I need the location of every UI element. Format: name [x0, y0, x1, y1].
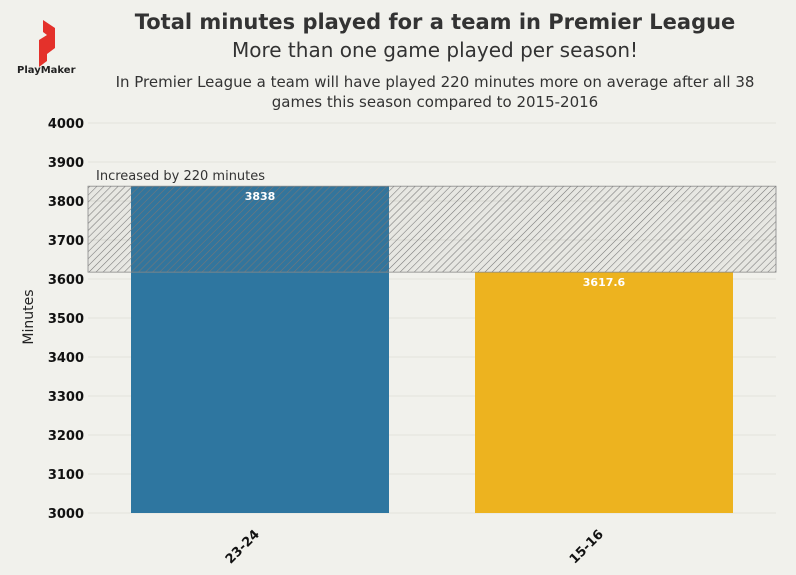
bar-value-label: 3838: [245, 190, 276, 203]
chart-description: In Premier League a team will have playe…: [115, 73, 755, 111]
y-tick-label: 3500: [48, 312, 84, 327]
logo-text: PlayMaker: [17, 65, 76, 76]
y-tick-label: 3200: [48, 429, 84, 444]
y-axis-label: Minutes: [21, 289, 37, 344]
y-tick-label: 3900: [48, 156, 84, 171]
x-tick-label: 23-24: [223, 527, 263, 567]
y-tick-label: 3300: [48, 390, 84, 405]
playmaker-logo-icon: [39, 20, 55, 67]
bar-value-label: 3617.6: [583, 276, 626, 289]
y-tick-label: 3800: [48, 195, 84, 210]
y-tick-label: 3400: [48, 351, 84, 366]
increase-band: [87, 185, 777, 273]
y-tick-label: 3000: [48, 507, 84, 522]
y-tick-label: 4000: [48, 117, 84, 132]
x-tick-label: 15-16: [567, 527, 607, 567]
annotation-label: Increased by 220 minutes: [96, 169, 265, 184]
y-tick-label: 3600: [48, 273, 84, 288]
chart-title: Total minutes played for a team in Premi…: [134, 10, 736, 34]
y-tick-label: 3100: [48, 468, 84, 483]
y-tick-label: 3700: [48, 234, 84, 249]
bar-15-16: [475, 272, 733, 513]
chart-subtitle: More than one game played per season!: [231, 38, 639, 62]
